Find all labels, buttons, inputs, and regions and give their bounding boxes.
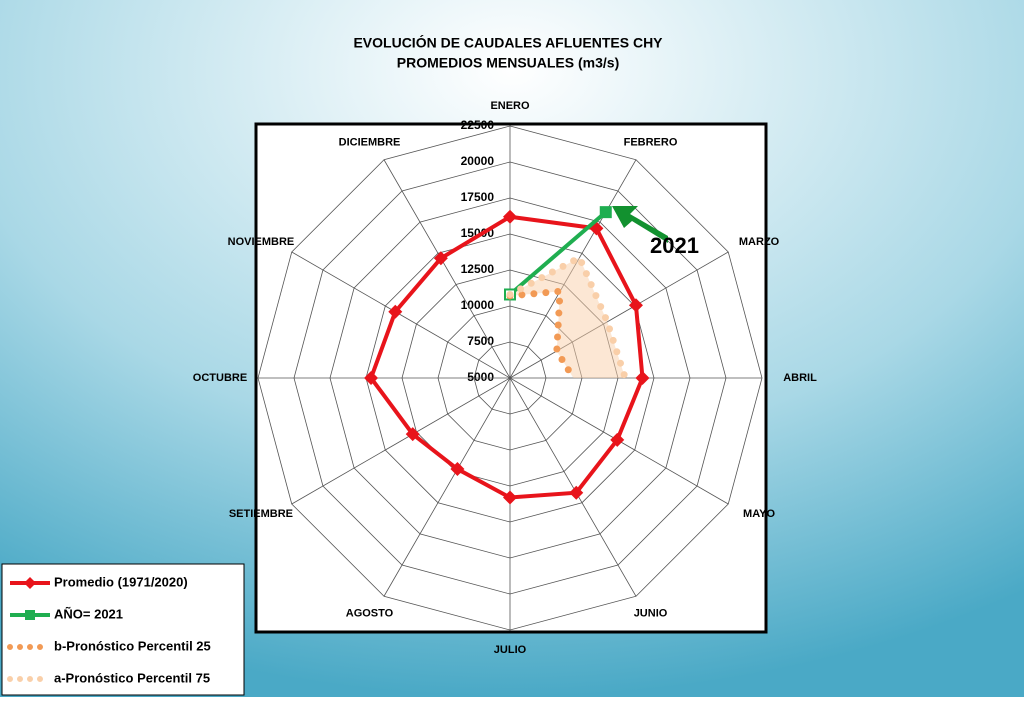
legend-label: b-Pronóstico Percentil 25 bbox=[54, 638, 211, 653]
category-label: MAYO bbox=[743, 508, 775, 520]
spoke bbox=[383, 377, 511, 597]
spoke bbox=[509, 251, 729, 379]
y-tick-label: 12500 bbox=[461, 262, 495, 276]
legend-marker bbox=[25, 610, 35, 620]
marker bbox=[388, 304, 403, 319]
category-label: JUNIO bbox=[634, 607, 668, 619]
category-label: JULIO bbox=[494, 644, 527, 656]
spoke bbox=[383, 159, 511, 379]
annotation-arrow bbox=[612, 206, 668, 243]
legend-label: Promedio (1971/2020) bbox=[54, 574, 188, 589]
marker bbox=[450, 462, 465, 477]
y-tick-label: 17500 bbox=[461, 190, 495, 204]
y-tick-label: 22500 bbox=[461, 118, 495, 132]
category-label: OCTUBRE bbox=[193, 372, 247, 384]
chart-subtitle: PROMEDIOS MENSUALES (m3/s) bbox=[397, 55, 619, 71]
category-label: NOVIEMBRE bbox=[228, 236, 295, 248]
category-label: AGOSTO bbox=[346, 607, 394, 619]
legend bbox=[1, 563, 245, 696]
y-tick-label: 20000 bbox=[461, 154, 495, 168]
marker bbox=[635, 371, 650, 385]
series-line bbox=[508, 210, 608, 296]
category-label: ENERO bbox=[490, 100, 530, 112]
annotation: 2021 bbox=[650, 233, 699, 258]
category-label: SETIEMBRE bbox=[229, 508, 293, 520]
y-tick-label: 5000 bbox=[467, 370, 494, 384]
category-label: DICIEMBRE bbox=[339, 136, 401, 148]
category-label: ABRIL bbox=[783, 372, 817, 384]
y-tick-label: 10000 bbox=[461, 298, 495, 312]
spoke bbox=[291, 377, 511, 505]
marker bbox=[569, 485, 584, 500]
marker bbox=[364, 371, 379, 385]
legend-marker bbox=[24, 577, 36, 589]
band-area bbox=[510, 257, 626, 378]
category-label: MARZO bbox=[739, 236, 780, 248]
marker bbox=[628, 298, 643, 313]
series-line bbox=[506, 287, 577, 382]
marker bbox=[405, 427, 420, 442]
category-label: FEBRERO bbox=[624, 136, 678, 148]
series-line bbox=[506, 252, 629, 382]
marker bbox=[433, 251, 448, 266]
marker bbox=[599, 206, 612, 219]
spoke bbox=[509, 377, 637, 597]
legend-label: AÑO= 2021 bbox=[54, 606, 123, 621]
chart-title: EVOLUCIÓN DE CAUDALES AFLUENTES CHY bbox=[353, 34, 663, 51]
legend-label: a-Pronóstico Percentil 75 bbox=[54, 670, 210, 685]
spoke bbox=[291, 251, 511, 379]
marker bbox=[503, 209, 517, 224]
y-tick-label: 7500 bbox=[467, 334, 494, 348]
marker bbox=[610, 432, 625, 447]
marker bbox=[503, 490, 517, 505]
